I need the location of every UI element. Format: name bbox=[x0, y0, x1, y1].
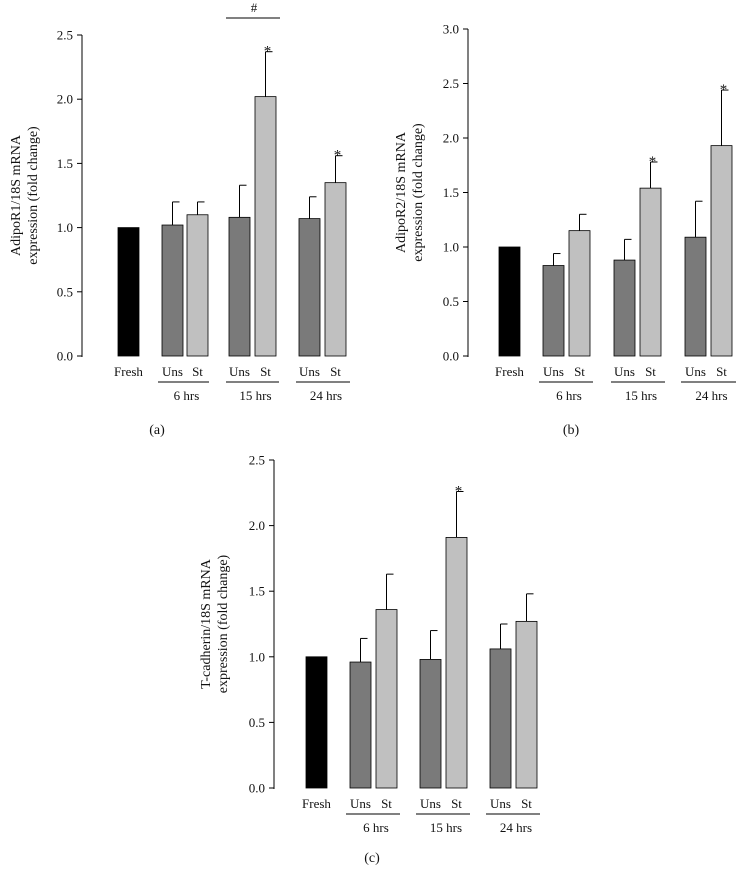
group-label: 15 hrs bbox=[625, 388, 657, 403]
group-label: 6 hrs bbox=[363, 820, 389, 835]
bar-uns bbox=[684, 236, 707, 357]
group-label: 24 hrs bbox=[500, 820, 532, 835]
bar-fresh bbox=[117, 227, 140, 357]
y-tick-label: 2.0 bbox=[57, 92, 73, 107]
y-axis-label-line-1: T-cadherin/18S mRNA bbox=[199, 558, 214, 689]
bar-fresh bbox=[305, 656, 328, 789]
chart-panel-c: 0.0 0.5 1.0 1.5 2.0 2.5 T-cadherin/18S mRNA exp… bbox=[199, 453, 540, 866]
y-tick-label: 0.5 bbox=[57, 284, 73, 299]
group-label: 15 hrs bbox=[430, 820, 462, 835]
y-tick-label: 0.0 bbox=[443, 349, 459, 364]
bar-st bbox=[324, 182, 347, 357]
bar-st bbox=[375, 609, 398, 789]
bar-st bbox=[445, 537, 468, 789]
x-tick-label: St bbox=[381, 796, 392, 811]
bar-uns bbox=[161, 224, 184, 357]
x-tick-label: Uns bbox=[420, 796, 441, 811]
x-tick-label: Uns bbox=[299, 364, 320, 379]
y-tick-label: 1.0 bbox=[249, 649, 265, 664]
y-axis-label-line-2: expression (fold change) bbox=[216, 554, 231, 693]
y-tick-label: 1.0 bbox=[443, 240, 459, 255]
group-label: 6 hrs bbox=[556, 388, 582, 403]
bar-st bbox=[186, 214, 209, 357]
x-tick-label: Uns bbox=[614, 364, 635, 379]
bar-st bbox=[639, 187, 662, 357]
x-tick-label: Uns bbox=[543, 364, 564, 379]
bar-uns bbox=[349, 661, 372, 789]
significance-star: * bbox=[720, 82, 728, 98]
bar-fresh bbox=[498, 246, 521, 357]
y-tick-label: 3.0 bbox=[443, 22, 459, 37]
bar-uns bbox=[613, 259, 636, 357]
group-label: 24 hrs bbox=[310, 388, 342, 403]
x-tick-label: Uns bbox=[490, 796, 511, 811]
significance-star: * bbox=[264, 44, 272, 60]
y-tick-label: 2.5 bbox=[57, 28, 73, 43]
significance-star: * bbox=[455, 483, 463, 499]
chart-panel-a: 0.0 0.5 1.0 1.5 2.0 2.5 AdipoR1/18S mRNA expres… bbox=[9, 0, 350, 438]
x-tick-label: St bbox=[192, 364, 203, 379]
y-tick-label: 2.0 bbox=[249, 518, 265, 533]
panel-label: (c) bbox=[364, 851, 380, 866]
y-axis-label-line-1: AdipoR1/18S mRNA bbox=[9, 134, 24, 256]
y-tick-label: 2.5 bbox=[443, 76, 459, 91]
panel-label: (b) bbox=[563, 423, 580, 438]
y-axis-label-line-2: expression (fold change) bbox=[26, 126, 41, 265]
hash-mark: # bbox=[251, 0, 258, 15]
group-label: 15 hrs bbox=[239, 388, 271, 403]
y-tick-label: 0.5 bbox=[249, 715, 265, 730]
bar-uns bbox=[489, 648, 512, 789]
group-label: 6 hrs bbox=[174, 388, 200, 403]
x-tick-label: St bbox=[574, 364, 585, 379]
x-tick-label: Uns bbox=[685, 364, 706, 379]
y-axis-label: T-cadherin/18S mRNA expression (fold chan… bbox=[199, 554, 231, 693]
significance-star: * bbox=[649, 154, 657, 170]
bar-uns bbox=[228, 216, 251, 357]
x-tick-label: St bbox=[645, 364, 656, 379]
x-tick-label: Uns bbox=[162, 364, 183, 379]
y-tick-label: 1.0 bbox=[57, 220, 73, 235]
x-tick-label: Fresh bbox=[495, 364, 524, 379]
chart-panel-b: 0.0 0.5 1.0 1.5 2.0 2.5 3.0 AdipoR2/18S mRNA exp… bbox=[394, 22, 736, 438]
bar-st bbox=[568, 230, 591, 357]
significance-star: * bbox=[334, 148, 342, 164]
x-tick-label: Uns bbox=[350, 796, 371, 811]
bar-st bbox=[515, 620, 538, 789]
y-axis-label-line-1: AdipoR2/18S mRNA bbox=[394, 131, 409, 253]
x-tick-label: Fresh bbox=[302, 796, 331, 811]
bar-st bbox=[710, 145, 733, 357]
group-label: 24 hrs bbox=[695, 388, 727, 403]
x-tick-label: St bbox=[330, 364, 341, 379]
x-tick-label: St bbox=[260, 364, 271, 379]
y-tick-label: 0.5 bbox=[443, 294, 459, 309]
y-tick-label: 1.5 bbox=[249, 584, 265, 599]
x-tick-label: St bbox=[521, 796, 532, 811]
x-tick-label: Fresh bbox=[114, 364, 143, 379]
y-tick-label: 0.0 bbox=[249, 781, 265, 796]
y-axis-label: AdipoR2/18S mRNA expression (fold change) bbox=[394, 123, 426, 262]
y-axis-label-line-2: expression (fold change) bbox=[411, 123, 426, 262]
bar-uns bbox=[298, 218, 321, 357]
y-tick-label: 0.0 bbox=[57, 349, 73, 364]
bar-uns bbox=[419, 659, 442, 789]
bar-uns bbox=[542, 265, 565, 357]
panel-label: (a) bbox=[149, 423, 165, 438]
x-tick-label: St bbox=[716, 364, 727, 379]
x-tick-label: Uns bbox=[229, 364, 250, 379]
bar-st bbox=[254, 96, 277, 357]
y-tick-label: 2.5 bbox=[249, 453, 265, 468]
y-axis-label: AdipoR1/18S mRNA expression (fold change) bbox=[9, 126, 41, 265]
y-tick-label: 1.5 bbox=[57, 156, 73, 171]
x-tick-label: St bbox=[451, 796, 462, 811]
y-tick-label: 1.5 bbox=[443, 185, 459, 200]
y-tick-label: 2.0 bbox=[443, 131, 459, 146]
